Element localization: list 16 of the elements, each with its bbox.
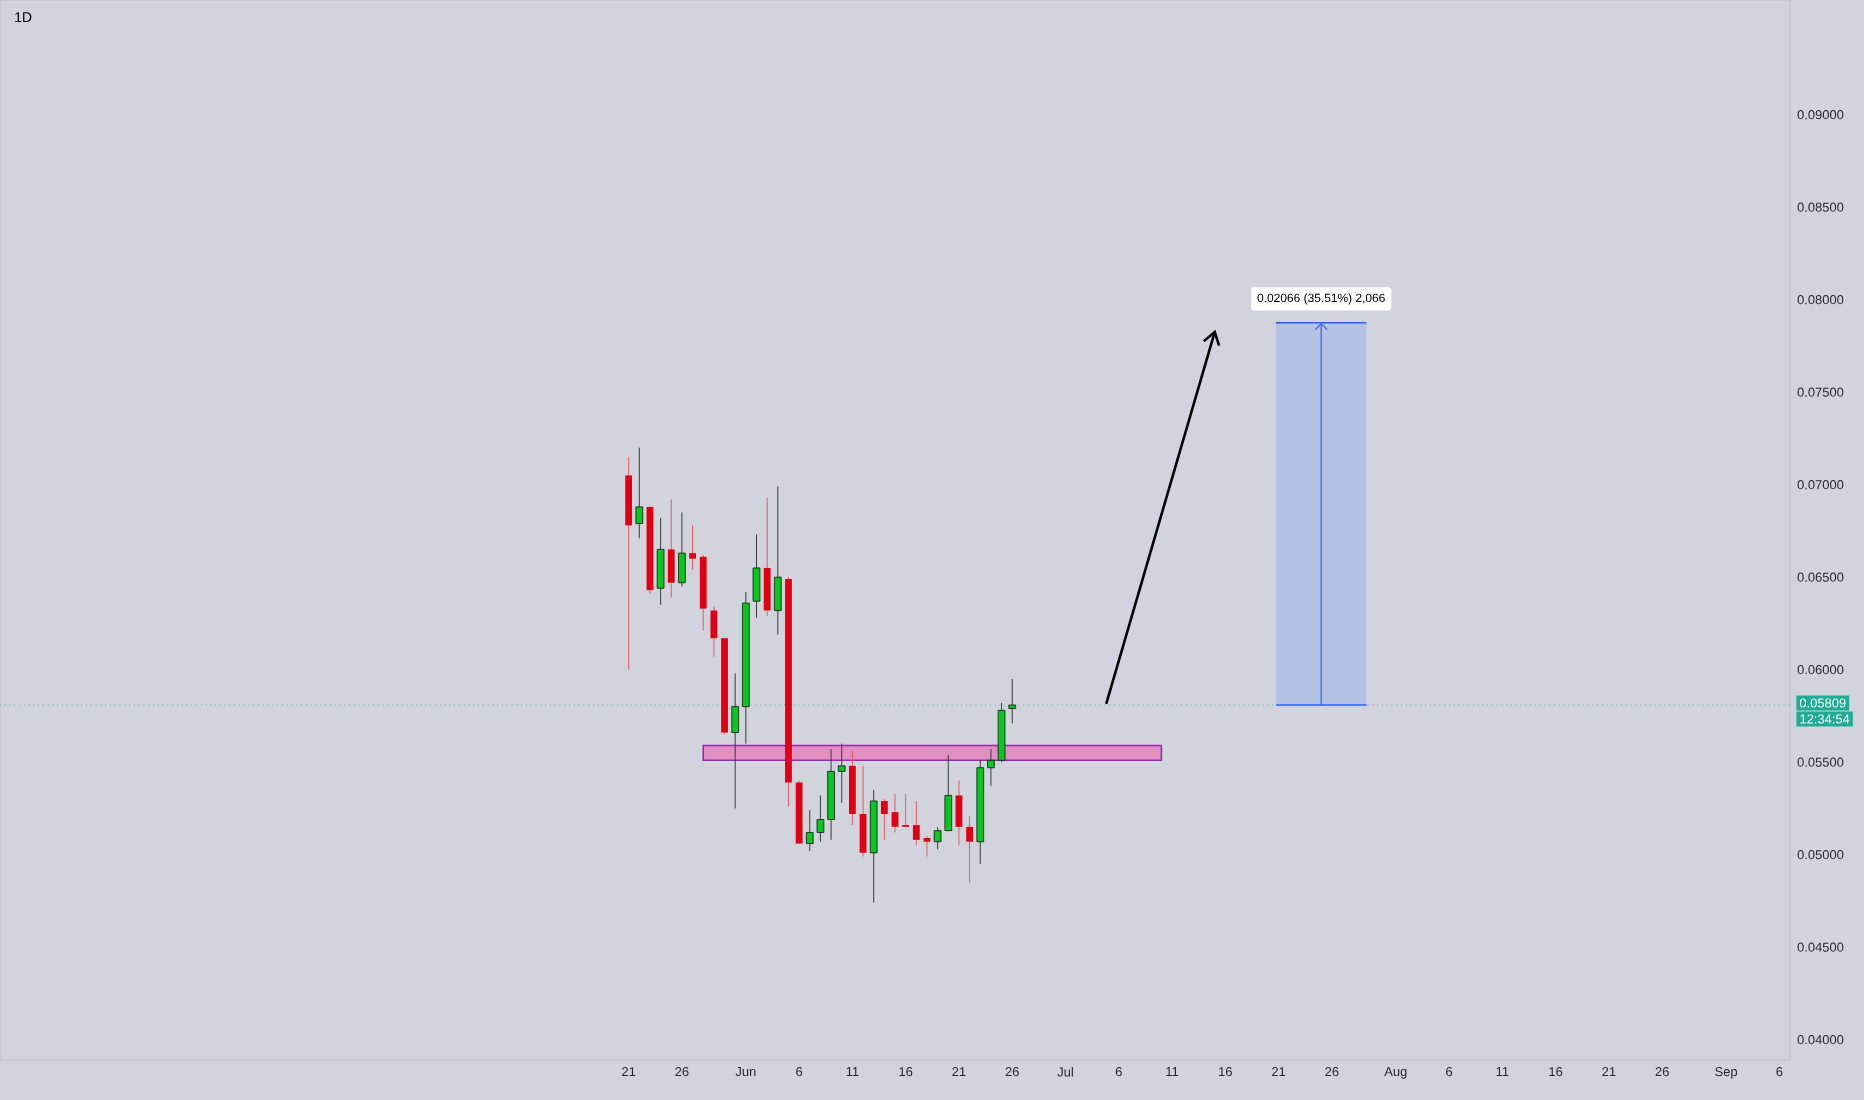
candlestick [912,800,920,846]
candlestick [955,780,963,846]
candlestick [774,486,782,636]
candlestick [763,497,771,617]
candlestick [656,517,665,606]
candlestick [635,447,644,539]
candlestick [678,511,686,587]
candlestick [966,815,974,883]
candlestick [902,793,910,828]
candlestick [1008,678,1017,724]
candlestick [752,534,761,619]
candlestick [923,835,931,858]
candlestick [689,524,696,571]
candlestick [710,606,718,658]
candlestick [667,498,675,599]
candlestick [880,798,888,841]
